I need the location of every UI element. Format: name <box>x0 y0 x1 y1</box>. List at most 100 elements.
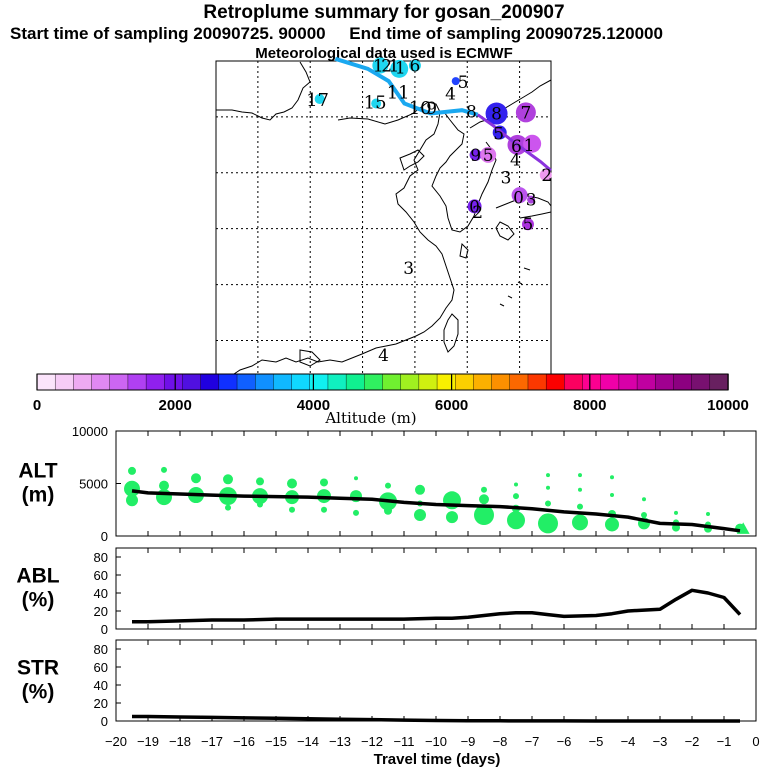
map-grid <box>216 61 551 374</box>
colorbar-cell <box>345 373 366 391</box>
colorbar-tick-label: 10000 <box>707 397 749 414</box>
altitude-sample-point <box>481 486 487 493</box>
trajectory-label: 4 <box>510 150 521 170</box>
plume-marker <box>467 199 482 214</box>
x-tick-labels: −20 −19 −18 −17 −16 −15 −14 −13 −12 −11 −10 −9 −8 −7−… <box>105 734 760 749</box>
altitude-sample-point <box>354 476 358 481</box>
altitude-sample-point <box>546 485 550 490</box>
plume-marker <box>480 146 497 163</box>
x-tick-label: −7 <box>525 734 540 749</box>
plume-centroid-late <box>476 113 552 172</box>
coast-hainan <box>299 349 321 367</box>
colorbar-cell <box>455 373 475 391</box>
plume-marker <box>485 102 508 125</box>
panel-str: 0 20 40 60 80 STR(%) <box>17 639 757 729</box>
y-axis-label: STR <box>17 657 59 680</box>
trajectory-label: 5 <box>458 73 469 93</box>
colorbar-cell <box>309 373 329 391</box>
colorbar-cell <box>509 373 529 391</box>
colorbar-cell <box>364 373 384 391</box>
colorbar-cell <box>418 373 438 391</box>
colorbar-tick-label: 4000 <box>297 397 330 414</box>
x-tick-label: −15 <box>265 734 287 749</box>
colorbar-cell <box>91 373 111 391</box>
trajectory-label: 9 <box>426 99 437 119</box>
trajectory-label: 5 <box>523 215 534 235</box>
trajectory-label: 6 <box>409 56 420 76</box>
trajectory-label: 4 <box>445 84 456 104</box>
trajectory-label: 1 <box>373 56 384 76</box>
plume-marker <box>527 195 536 204</box>
y-tick-label: 60 <box>94 568 108 583</box>
colorbar-cell <box>600 373 620 391</box>
colorbar-cell <box>200 373 220 391</box>
trajectory-label: 1 <box>524 136 535 156</box>
x-tick-label: −8 <box>493 734 508 749</box>
colorbar-cell <box>709 373 729 391</box>
x-tick-label: −5 <box>589 734 604 749</box>
trajectory-label: 6 <box>511 137 522 157</box>
x-tick-label: −10 <box>425 734 447 749</box>
y-axis-label: (%) <box>22 681 55 704</box>
colorbar-cell <box>382 373 402 391</box>
colorbar-tick-label: 6000 <box>435 397 468 414</box>
colorbar-ticks: 0 2000 4000 6000 8000 10000 <box>33 374 749 414</box>
trajectory-label: 11 <box>387 82 410 103</box>
altitude-sample-point <box>578 487 582 492</box>
colorbar-cell <box>545 373 566 391</box>
altitude-sample-point <box>610 493 614 498</box>
colorbar-cell <box>400 373 420 391</box>
series-line-str <box>132 714 740 723</box>
trajectory-label: 0 <box>469 197 480 217</box>
altitude-sample-point <box>384 506 392 515</box>
end-time-label: End time of sampling 20090725.120000 <box>349 24 663 43</box>
trajectory-label: 2 <box>381 56 392 76</box>
altitude-sample-point <box>191 473 201 484</box>
x-tick-label: −9 <box>461 734 476 749</box>
trajectory-label: 8 <box>491 105 502 125</box>
colorbar-cell <box>273 373 293 391</box>
y-tick-label: 40 <box>94 586 108 601</box>
colorbar-tick-label: 0 <box>33 397 41 414</box>
altitude-sample-point <box>545 500 551 507</box>
trajectory-label: 1 <box>389 56 400 76</box>
altitude-sample-point <box>353 509 359 516</box>
altitude-sample-point <box>538 513 558 534</box>
y-tick-label: 0 <box>101 714 108 729</box>
x-tick-label: −18 <box>169 734 191 749</box>
colorbar-cell <box>564 373 584 391</box>
x-tick-label: −16 <box>233 734 255 749</box>
plume-marker <box>408 59 421 72</box>
x-tick-label: −6 <box>557 734 572 749</box>
altitude-sample-point <box>385 482 391 489</box>
colorbar-cell <box>582 373 602 391</box>
y-tick-label: 60 <box>94 660 108 675</box>
y-tick-label: 20 <box>94 696 108 711</box>
coast-jiaodong <box>399 149 425 171</box>
colorbar-cell <box>54 373 75 391</box>
altitude-sample-point <box>415 484 425 495</box>
colorbar-cell <box>473 373 493 391</box>
altitude-sample-point <box>257 501 263 508</box>
x-tick-label: −1 <box>717 734 732 749</box>
series-line-abl <box>132 588 742 624</box>
coast-taiwan <box>443 313 459 353</box>
x-tick-label: −11 <box>393 734 414 749</box>
x-tick-label: −19 <box>137 734 159 749</box>
trajectory-label: 3 <box>526 191 537 211</box>
trajectory-label: 17 <box>306 90 329 111</box>
colorbar-cell <box>691 373 711 391</box>
x-tick-label: −2 <box>685 734 700 749</box>
y-axis-label: (%) <box>22 589 55 612</box>
trajectory-label: 3 <box>501 168 512 188</box>
altitude-sample-point <box>674 510 678 515</box>
altitude-sample-point <box>479 494 489 505</box>
x-tick-label: −4 <box>621 734 636 749</box>
x-tick-label: −14 <box>297 734 319 749</box>
colorbar-label: Altitude (m) <box>324 409 416 427</box>
altitude-sample-point <box>642 497 646 502</box>
colorbar-cell <box>655 373 675 391</box>
altitude-sample-point <box>223 474 233 485</box>
met-data-label: Meteorological data used is ECMWF <box>255 45 513 62</box>
altitude-sample-point <box>161 466 167 473</box>
